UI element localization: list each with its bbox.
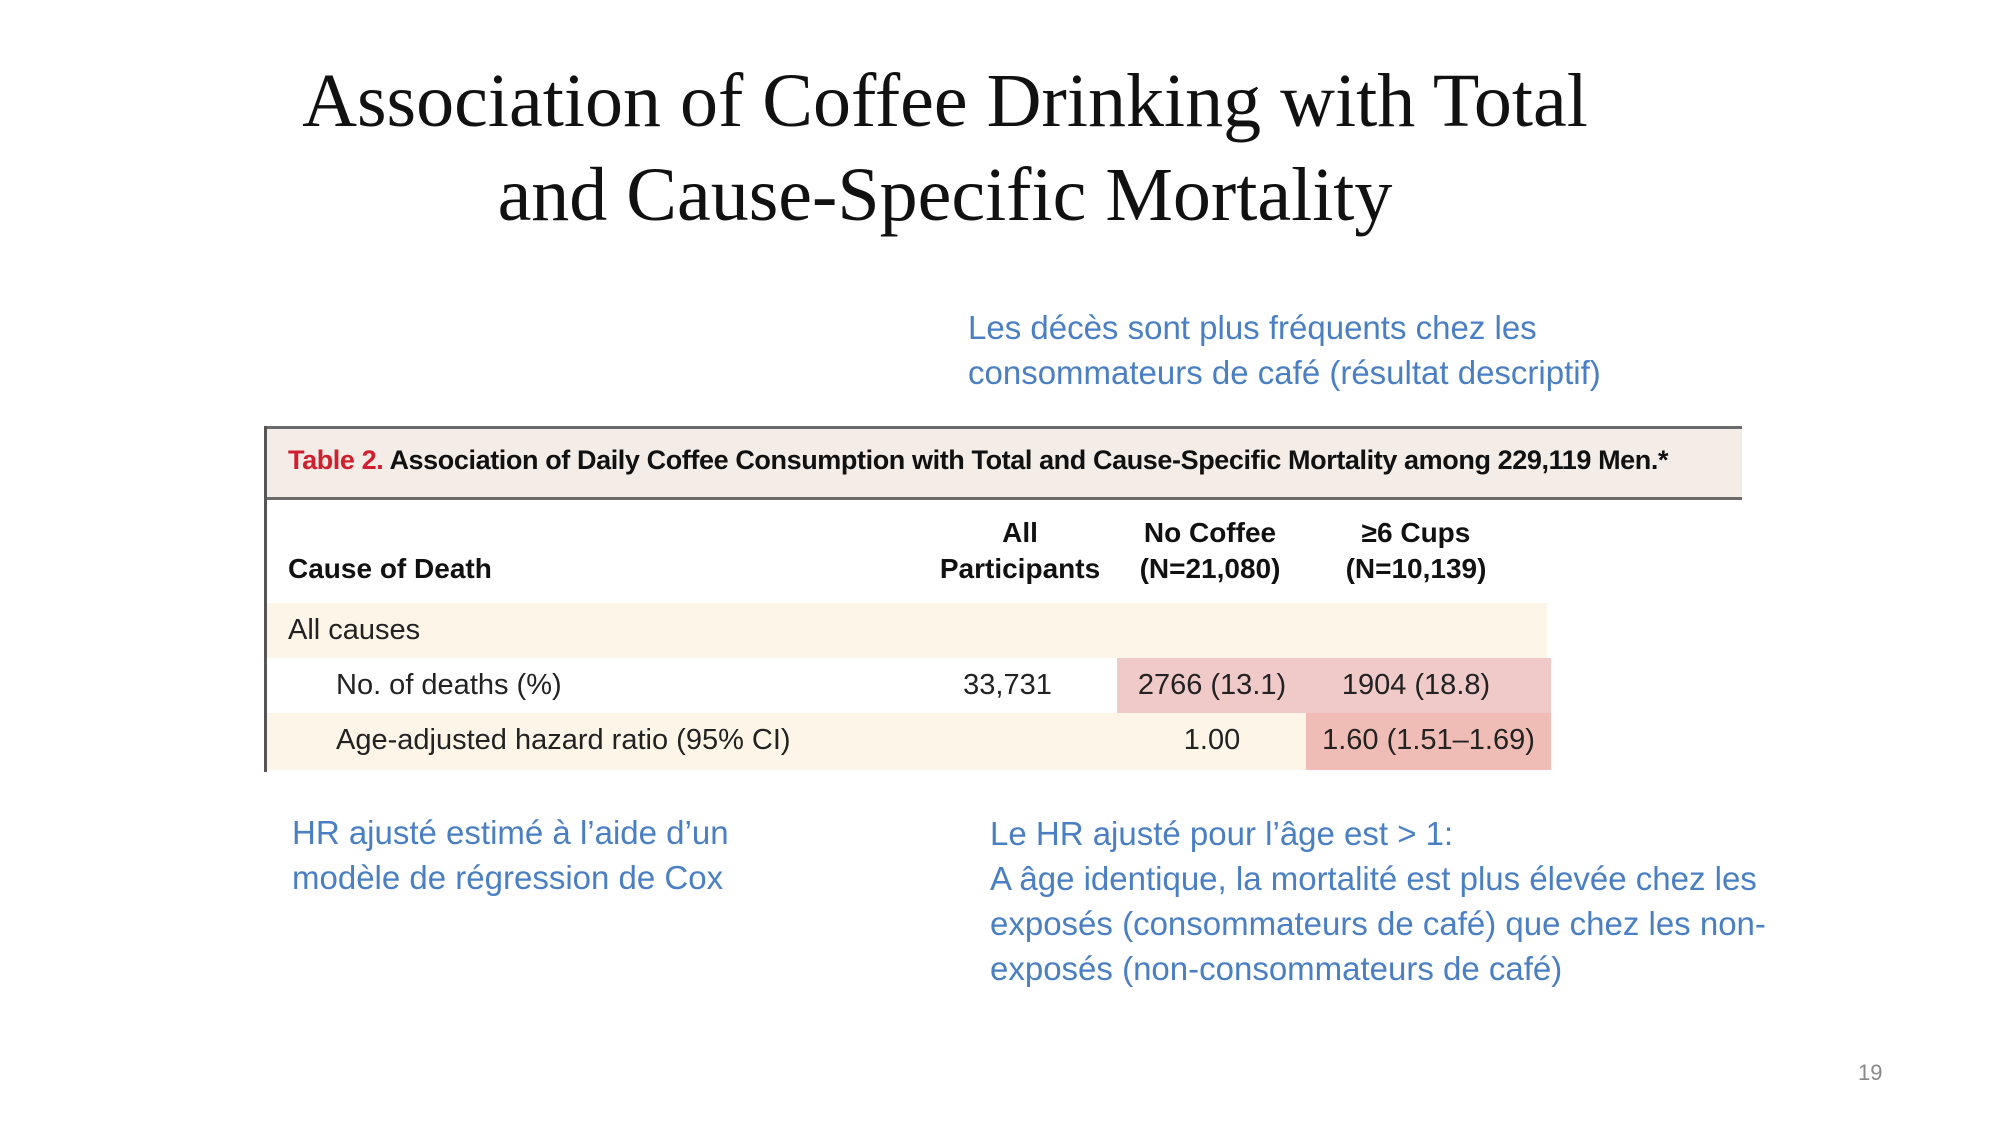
cell-hr-no-coffee: 1.00	[1183, 724, 1241, 756]
note-line: Les décès sont plus fréquents chez les	[968, 309, 1537, 346]
note-line: modèle de régression de Cox	[292, 859, 724, 896]
table-row-all-causes	[267, 603, 1547, 658]
row-label-hazard-ratio: Age-adjusted hazard ratio (95% CI)	[336, 724, 791, 756]
slide-title-line-1: Association of Coffee Drinking with Tota…	[302, 59, 1588, 143]
slide-title-line-2: and Cause-Specific Mortality	[497, 153, 1393, 237]
row-label-deaths: No. of deaths (%)	[336, 669, 562, 701]
table-row-hazard-ratio	[267, 713, 1306, 770]
note-line: exposés (non-consommateurs de café)	[990, 950, 1563, 987]
highlight-deaths	[1117, 658, 1551, 713]
row-label-all-causes: All causes	[288, 614, 421, 646]
header-line: All	[1002, 517, 1038, 548]
header-cause-of-death: Cause of Death	[288, 553, 492, 584]
header-line: Participants	[939, 553, 1101, 584]
table-label: Table 2.	[288, 445, 384, 475]
header-line: No Coffee	[1143, 517, 1277, 548]
table-caption-bar	[264, 426, 1742, 500]
cell-deaths-all: 33,731	[963, 669, 1052, 701]
header-line: (N=21,080)	[1139, 553, 1281, 584]
note-bottom-left: HR ajusté estimé à l’aide d’un modèle de…	[292, 810, 729, 900]
page-number: 19	[1858, 1060, 1883, 1085]
table-caption-text: Association of Daily Coffee Consumption …	[389, 445, 1669, 475]
header-line: (N=10,139)	[1345, 553, 1487, 584]
note-line: exposés (consommateurs de café) que chez…	[990, 905, 1766, 942]
header-line: ≥6 Cups	[1361, 517, 1471, 548]
note-line: Le HR ajusté pour l’âge est > 1:	[990, 815, 1454, 852]
header-all-participants: All Participants	[920, 515, 1120, 587]
note-top-right: Les décès sont plus fréquents chez les c…	[968, 305, 1601, 395]
cell-deaths-no-coffee: 2766 (13.1)	[1137, 669, 1287, 701]
table-left-border	[264, 426, 267, 772]
note-line: consommateurs de café (résultat descript…	[968, 354, 1601, 391]
highlight-hazard-ratio	[1306, 713, 1551, 770]
note-bottom-right: Le HR ajusté pour l’âge est > 1: A âge i…	[990, 811, 1766, 991]
header-no-coffee: No Coffee (N=21,080)	[1110, 515, 1310, 587]
cell-deaths-six-cups: 1904 (18.8)	[1341, 669, 1491, 701]
note-line: HR ajusté estimé à l’aide d’un	[292, 814, 729, 851]
note-line: A âge identique, la mortalité est plus é…	[990, 860, 1757, 897]
cell-hr-six-cups: 1.60 (1.51–1.69)	[1322, 724, 1535, 756]
header-six-cups: ≥6 Cups (N=10,139)	[1316, 515, 1516, 587]
table-caption: Table 2. Association of Daily Coffee Con…	[288, 445, 1668, 476]
